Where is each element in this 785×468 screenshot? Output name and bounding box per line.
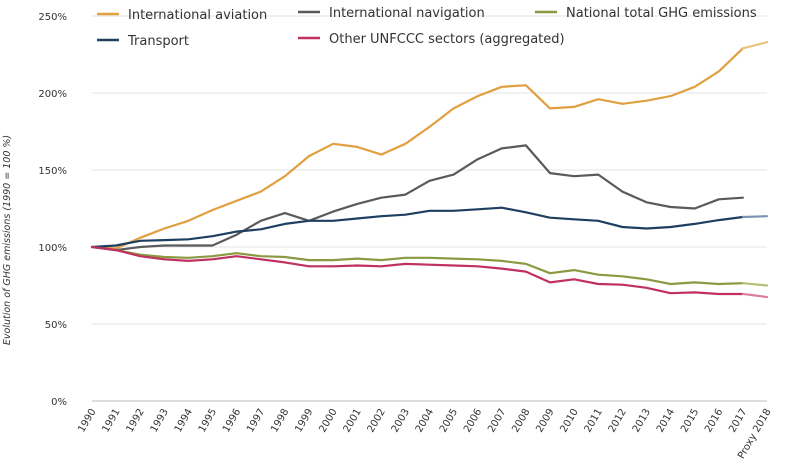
x-tick-label-2003: 2003 xyxy=(390,407,412,435)
x-tick-label-2014: 2014 xyxy=(655,407,677,435)
series-proxy-segment xyxy=(741,282,769,287)
x-tick-label-2004: 2004 xyxy=(414,407,436,435)
y-tick-label-200: 200% xyxy=(38,89,67,100)
x-tick-label-2008: 2008 xyxy=(510,407,532,435)
legend-item-5: Other UNFCCC sectors (aggregated) xyxy=(298,32,565,47)
series-line xyxy=(90,144,744,252)
x-tick-label-1997: 1997 xyxy=(245,407,267,435)
x-tick-label-1995: 1995 xyxy=(197,407,219,435)
legend-label: National total GHG emissions xyxy=(566,6,757,21)
x-axis: 1990 1991 1992 1993 1994 1995 1996 1997 1998 1999… xyxy=(76,407,773,461)
legend-item-3: National total GHG emissions xyxy=(535,6,757,21)
x-tick-label-2011: 2011 xyxy=(583,407,605,435)
x-tick-label-2010: 2010 xyxy=(558,407,580,435)
x-tick-label-2012: 2012 xyxy=(607,407,629,435)
legend-item-1: International aviation xyxy=(97,8,267,23)
x-tick-label-2013: 2013 xyxy=(631,407,653,435)
y-axis-title: Evolution of GHG emissions (1990 = 100 %… xyxy=(2,135,13,345)
x-tick-label-1990: 1990 xyxy=(76,407,98,435)
series-international-aviation xyxy=(90,41,769,250)
series-lines xyxy=(90,41,769,299)
x-tick-label-1996: 1996 xyxy=(221,407,243,435)
x-tick-label-1993: 1993 xyxy=(149,407,171,435)
series-line xyxy=(90,47,744,250)
series-transport xyxy=(90,206,769,249)
legend-item-4: Transport xyxy=(97,34,189,49)
grid xyxy=(92,15,767,402)
x-tick-label-2005: 2005 xyxy=(438,407,460,435)
series-proxy-segment xyxy=(741,292,769,299)
series-line xyxy=(90,245,744,286)
x-tick-label-2007: 2007 xyxy=(486,407,508,435)
series-national-total-ghg-emissions xyxy=(90,245,769,287)
legend-label: Other UNFCCC sectors (aggregated) xyxy=(329,32,565,47)
x-tick-label-2009: 2009 xyxy=(534,407,556,435)
y-tick-label-100: 100% xyxy=(38,243,67,254)
legend-item-2: International navigation xyxy=(298,6,485,21)
y-tick-label-0: 0% xyxy=(51,397,67,408)
x-tick-label-2016: 2016 xyxy=(703,407,725,435)
y-tick-label-150: 150% xyxy=(38,166,67,177)
y-axis: 0% 50% 100% 150% 200% 250% xyxy=(38,12,67,408)
x-tick-label-1994: 1994 xyxy=(173,407,195,435)
x-tick-label-2002: 2002 xyxy=(366,407,388,435)
series-line xyxy=(90,245,744,296)
x-tick-label-1999: 1999 xyxy=(293,407,315,435)
legend-label: International aviation xyxy=(128,8,267,23)
x-tick-label-2000: 2000 xyxy=(317,407,339,435)
legend: International aviation International navi… xyxy=(97,6,757,49)
x-tick-label-2017: 2017 xyxy=(727,407,749,435)
series-proxy-segment xyxy=(741,41,769,50)
y-tick-label-250: 250% xyxy=(38,12,67,23)
series-line xyxy=(90,206,744,249)
series-international-navigation xyxy=(90,144,744,252)
x-tick-label-1992: 1992 xyxy=(125,407,147,435)
x-tick-label-1998: 1998 xyxy=(269,407,291,435)
x-tick-label-1991: 1991 xyxy=(100,407,122,435)
x-tick-label-2015: 2015 xyxy=(679,407,701,435)
x-tick-label-2006: 2006 xyxy=(462,407,484,435)
series-proxy-segment xyxy=(741,215,769,219)
series-other-unfccc-sectors-aggregated xyxy=(90,245,769,299)
legend-label: Transport xyxy=(127,34,189,49)
y-tick-label-50: 50% xyxy=(45,320,67,331)
x-tick-label-2001: 2001 xyxy=(342,407,364,435)
legend-label: International navigation xyxy=(329,6,485,21)
